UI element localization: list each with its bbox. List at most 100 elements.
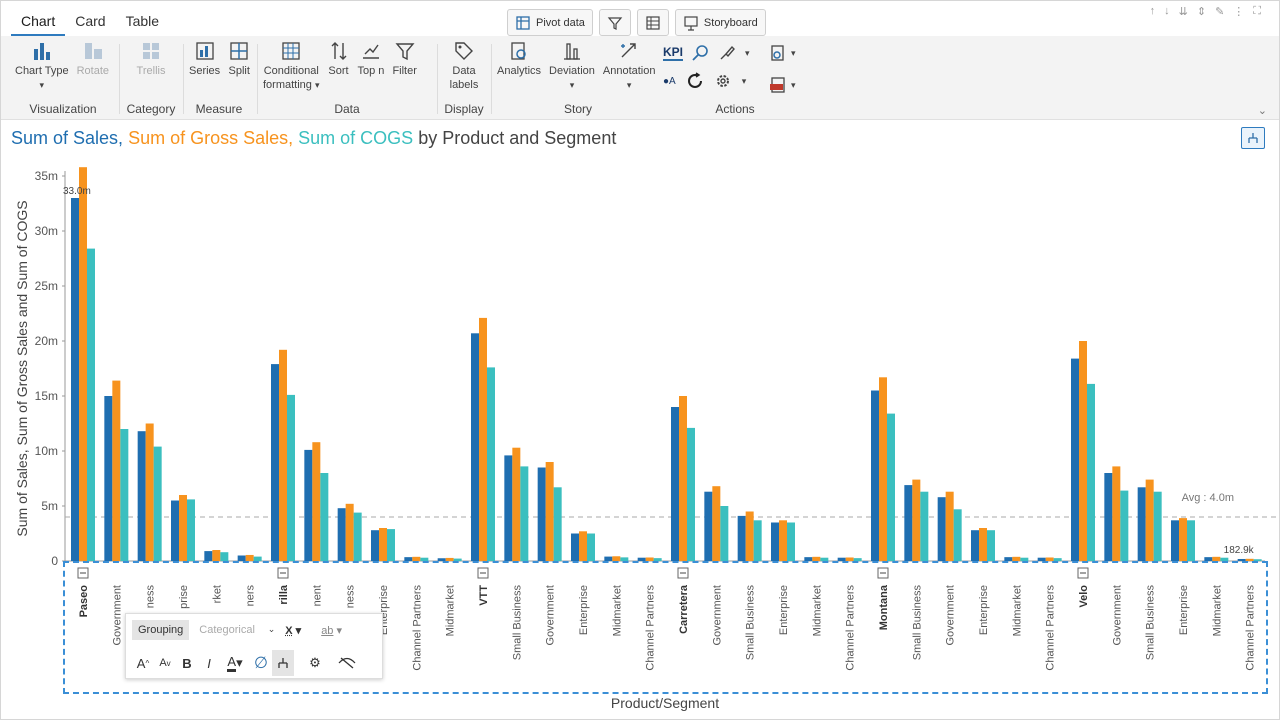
move-down-icon[interactable]: ↓ — [1164, 5, 1170, 17]
annotation-icon — [621, 43, 636, 58]
x-segment-label: ness — [145, 585, 157, 609]
drill-down-icon[interactable]: ⇊ — [1178, 6, 1188, 18]
bar-gross-sales — [245, 554, 254, 561]
deviation-button[interactable]: Deviation ▾ — [545, 40, 599, 92]
top-n-button[interactable]: Top n — [354, 40, 389, 92]
bar-sales — [337, 508, 346, 561]
bar-sales — [71, 198, 79, 561]
analytics-button[interactable]: Analytics — [493, 40, 545, 92]
bar-sales — [171, 500, 179, 561]
bar-cogs — [1020, 557, 1029, 561]
data-labels-button[interactable]: Data labels — [446, 40, 483, 92]
conditional-formatting-icon — [282, 42, 300, 60]
export-pdf-button[interactable]: ▾ — [769, 76, 796, 94]
x-segment-label: Midmarket — [1211, 585, 1223, 636]
tab-card[interactable]: Card — [75, 13, 106, 29]
ribbon-group-data: Conditional formatting ▾ Sort Top n Filt… — [259, 40, 435, 118]
bar-cogs — [887, 413, 895, 561]
hide-axis-icon[interactable] — [336, 650, 358, 676]
y-axis-title: Sum of Sales, Sum of Gross Sales and Sum… — [14, 200, 30, 536]
view-tabs: Chart Card Table — [11, 9, 169, 36]
move-up-icon[interactable]: ↑ — [1149, 5, 1156, 17]
italic-icon[interactable]: I — [207, 655, 211, 671]
bar-cogs — [587, 533, 595, 561]
x-product-label: rilla — [278, 584, 290, 604]
export-buttons: ▾ ▾ — [769, 44, 796, 94]
bar-gross-sales — [579, 531, 587, 561]
y-tick-label: 25m — [35, 279, 58, 293]
bar-sales — [1104, 473, 1113, 561]
split-button[interactable]: Split — [224, 40, 254, 78]
font-color-icon[interactable]: A ▾ — [227, 654, 243, 672]
sort-button[interactable]: Sort — [324, 40, 354, 92]
storyboard-button[interactable]: Storyboard — [674, 9, 766, 36]
tab-table[interactable]: Table — [125, 13, 160, 29]
export-image-button[interactable]: ▾ — [769, 44, 796, 62]
gear-icon[interactable] — [714, 72, 732, 90]
rotate-button[interactable]: Rotate — [73, 40, 113, 92]
disable-icon[interactable]: ∅ — [254, 655, 268, 672]
brush-icon[interactable] — [717, 44, 737, 62]
hierarchy-toggle-button[interactable] — [1241, 127, 1265, 149]
title-gross-sales: Sum of Gross Sales, — [128, 128, 294, 148]
bold-icon[interactable]: B — [182, 655, 192, 671]
visualization-group-label: Visualization — [29, 102, 97, 116]
bar-cogs — [1220, 557, 1229, 561]
settings-gear-icon[interactable]: ⚙ — [309, 655, 321, 670]
annotation-button[interactable]: Annotation ▾ — [599, 40, 660, 92]
bar-gross-sales — [712, 486, 721, 561]
x-segment-label: Government — [1111, 585, 1123, 646]
story-group-label: Story — [563, 102, 592, 116]
conditional-formatting-button[interactable]: Conditional formatting ▾ — [259, 40, 324, 92]
bar-sales — [871, 390, 879, 561]
bar-cogs — [353, 512, 362, 561]
font-increase-icon[interactable]: A ^ — [136, 655, 150, 671]
hierarchy-icon — [1248, 133, 1258, 143]
chevron-down-icon[interactable]: ▾ — [741, 75, 747, 86]
bar-gross-sales — [79, 167, 87, 561]
y-tick-label: 20m — [35, 334, 58, 348]
ribbon-collapse-icon[interactable]: ⌄ — [1257, 105, 1267, 117]
kpi-button[interactable]: KPI — [663, 45, 684, 61]
chevron-down-icon[interactable]: ▾ — [745, 47, 750, 58]
more-icon[interactable]: ⋮ — [1233, 6, 1245, 18]
series-button[interactable]: Series — [185, 40, 224, 78]
tab-chart[interactable]: Chart — [11, 9, 66, 36]
fullscreen-icon[interactable]: ⛶ — [1253, 5, 1261, 17]
chevron-down-icon: ▾ — [791, 47, 796, 58]
bar-gross-sales — [1045, 557, 1054, 561]
table-settings-button[interactable] — [636, 9, 669, 36]
trellis-button[interactable]: Trellis — [133, 40, 170, 78]
bar-gross-sales — [612, 556, 621, 561]
legend-toggle-button[interactable]: ●A — [663, 75, 676, 87]
text-label-select[interactable]: ab ▾ — [321, 624, 343, 637]
bar-cogs — [1120, 490, 1129, 561]
pivot-icon — [516, 15, 530, 30]
grouping-button[interactable]: Grouping — [132, 620, 190, 640]
bar-cogs — [787, 522, 795, 561]
categorical-select[interactable]: Categorical ⌄ — [195, 620, 279, 640]
x-segment-label: Small Business — [745, 585, 757, 661]
export-icon — [771, 45, 784, 61]
axis-x-select[interactable]: X ▾ — [285, 624, 302, 637]
bar-cogs — [220, 552, 229, 561]
bar-sales — [437, 558, 446, 561]
hierarchy-axis-icon[interactable] — [272, 650, 294, 676]
filter-label: Filter — [392, 65, 417, 77]
bar-sales — [837, 557, 846, 561]
expand-icon[interactable]: ⇕ — [1196, 6, 1207, 18]
formatting-text: formatting — [263, 79, 312, 91]
pin-icon[interactable]: ✎ — [1215, 6, 1225, 18]
storyboard-label: Storyboard — [703, 16, 758, 29]
chart-title: Sum of Sales, Sum of Gross Sales, Sum of… — [11, 128, 616, 149]
filter-view-button[interactable] — [598, 9, 631, 36]
pivot-data-button[interactable]: Pivot data — [507, 9, 593, 36]
chart-type-button[interactable]: Chart Type ▾ — [11, 40, 73, 92]
search-icon[interactable] — [691, 44, 709, 62]
chevron-down-icon: ▾ — [791, 79, 796, 90]
bar-cogs — [1187, 520, 1195, 561]
refresh-icon[interactable] — [686, 72, 704, 90]
bar-cogs — [453, 558, 462, 561]
filter-button[interactable]: Filter — [388, 40, 420, 92]
